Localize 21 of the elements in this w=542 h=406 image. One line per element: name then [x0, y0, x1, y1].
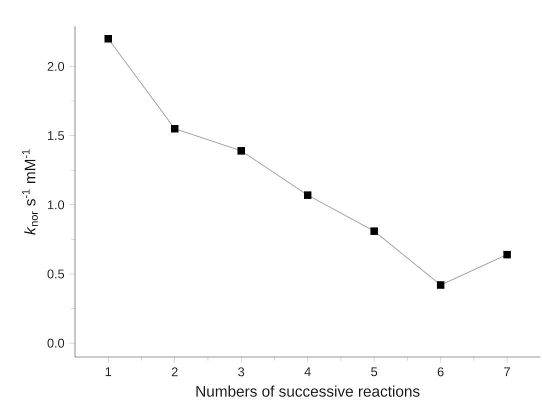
point — [370, 227, 378, 235]
point — [237, 147, 245, 155]
x-tick-label: 2 — [172, 367, 178, 376]
y-tick-label: 1.5 — [48, 131, 64, 140]
y-tick-label: 1.0 — [48, 200, 64, 210]
x-tick-label: 1 — [106, 367, 112, 376]
y-tick-label: 0.5 — [48, 269, 64, 278]
y-axis-title: k$_{nor}$ s$^{-1}$ mM$^{-1}$ — [22, 150, 38, 235]
y-tick-label: 0.0 — [48, 338, 64, 348]
x-tick-label: 4 — [304, 367, 311, 376]
x-tick-label: 3 — [238, 367, 244, 376]
point — [503, 250, 511, 258]
point — [304, 191, 312, 199]
point — [170, 124, 178, 132]
point — [104, 35, 112, 43]
x-axis-title: Numbers of successive reactions — [196, 386, 420, 397]
point — [436, 281, 444, 289]
x-tick-label: 5 — [371, 367, 378, 376]
x-tick-label: 7 — [504, 367, 510, 376]
y-tick-label: 2.0 — [48, 62, 64, 71]
x-tick-label: 6 — [438, 367, 444, 376]
